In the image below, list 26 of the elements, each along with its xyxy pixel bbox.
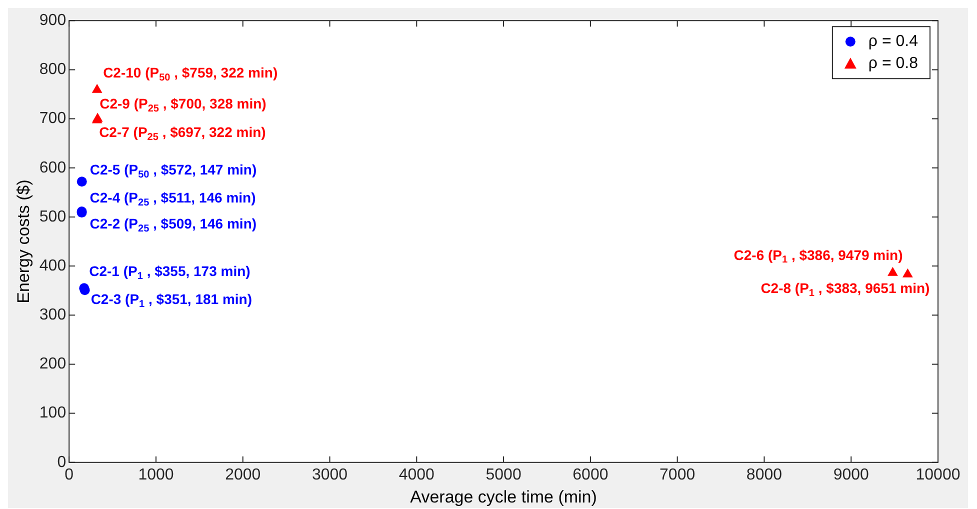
y-tick-label: 200 bbox=[39, 356, 66, 373]
x-tick-label: 9000 bbox=[833, 466, 870, 484]
point bbox=[92, 84, 102, 93]
y-tick-label: 900 bbox=[39, 12, 66, 30]
y-tick-label: 0 bbox=[57, 454, 66, 471]
y-axis-title: Energy costs ($) bbox=[14, 180, 33, 304]
legend-label: ρ = 0.8 bbox=[868, 55, 918, 72]
y-tick-label: 700 bbox=[39, 110, 66, 128]
x-tick-label: 8000 bbox=[746, 466, 782, 484]
y-tick-label: 400 bbox=[39, 257, 66, 274]
y-tick-label: 500 bbox=[39, 208, 66, 226]
x-tick-label: 4000 bbox=[398, 466, 435, 484]
y-tick-label: 800 bbox=[39, 61, 66, 78]
y-tick-label: 600 bbox=[39, 159, 66, 176]
point bbox=[76, 176, 87, 187]
x-tick-label: 1000 bbox=[138, 466, 174, 484]
legend-label: ρ = 0.4 bbox=[868, 33, 918, 50]
x-tick-label: 2000 bbox=[225, 466, 261, 484]
x-tick-label: 7000 bbox=[660, 466, 696, 484]
x-tick-label: 5000 bbox=[486, 466, 522, 484]
x-tick-label: 3000 bbox=[312, 466, 348, 484]
y-tick-label: 100 bbox=[39, 404, 66, 422]
x-axis-title: Average cycle time (min) bbox=[410, 487, 597, 506]
x-tick-label: 10000 bbox=[916, 466, 960, 484]
y-tick-label: 300 bbox=[39, 306, 66, 324]
x-tick-label: 6000 bbox=[572, 466, 608, 484]
